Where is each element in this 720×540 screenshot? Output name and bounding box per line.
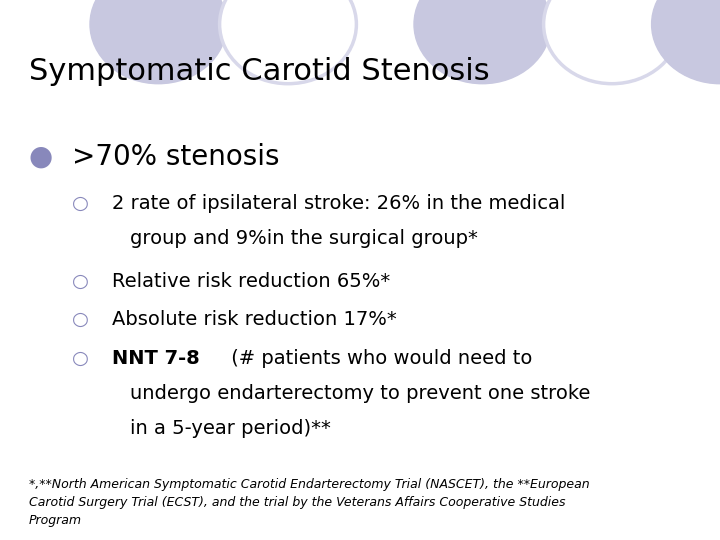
Text: >70% stenosis: >70% stenosis bbox=[72, 143, 279, 171]
Ellipse shape bbox=[652, 0, 720, 84]
Text: Symptomatic Carotid Stenosis: Symptomatic Carotid Stenosis bbox=[29, 57, 490, 86]
Text: ●: ● bbox=[29, 143, 53, 171]
Text: ○: ○ bbox=[72, 349, 89, 368]
Text: undergo endarterectomy to prevent one stroke: undergo endarterectomy to prevent one st… bbox=[130, 384, 590, 403]
Text: 2 rate of ipsilateral stroke: 26% in the medical: 2 rate of ipsilateral stroke: 26% in the… bbox=[112, 194, 565, 213]
Ellipse shape bbox=[90, 0, 227, 84]
Text: ○: ○ bbox=[72, 272, 89, 291]
Text: group and 9%in the surgical group*: group and 9%in the surgical group* bbox=[130, 230, 477, 248]
Text: (# patients who would need to: (# patients who would need to bbox=[225, 349, 532, 368]
Text: in a 5-year period)**: in a 5-year period)** bbox=[130, 419, 330, 438]
Text: Absolute risk reduction 17%*: Absolute risk reduction 17%* bbox=[112, 310, 396, 329]
Text: Relative risk reduction 65%*: Relative risk reduction 65%* bbox=[112, 272, 390, 291]
Ellipse shape bbox=[544, 0, 680, 84]
Ellipse shape bbox=[414, 0, 551, 84]
Text: *,**North American Symptomatic Carotid Endarterectomy Trial (NASCET), the **Euro: *,**North American Symptomatic Carotid E… bbox=[29, 478, 590, 527]
Text: ○: ○ bbox=[72, 194, 89, 213]
Text: NNT 7-8: NNT 7-8 bbox=[112, 349, 199, 368]
Text: ○: ○ bbox=[72, 310, 89, 329]
Ellipse shape bbox=[220, 0, 356, 84]
